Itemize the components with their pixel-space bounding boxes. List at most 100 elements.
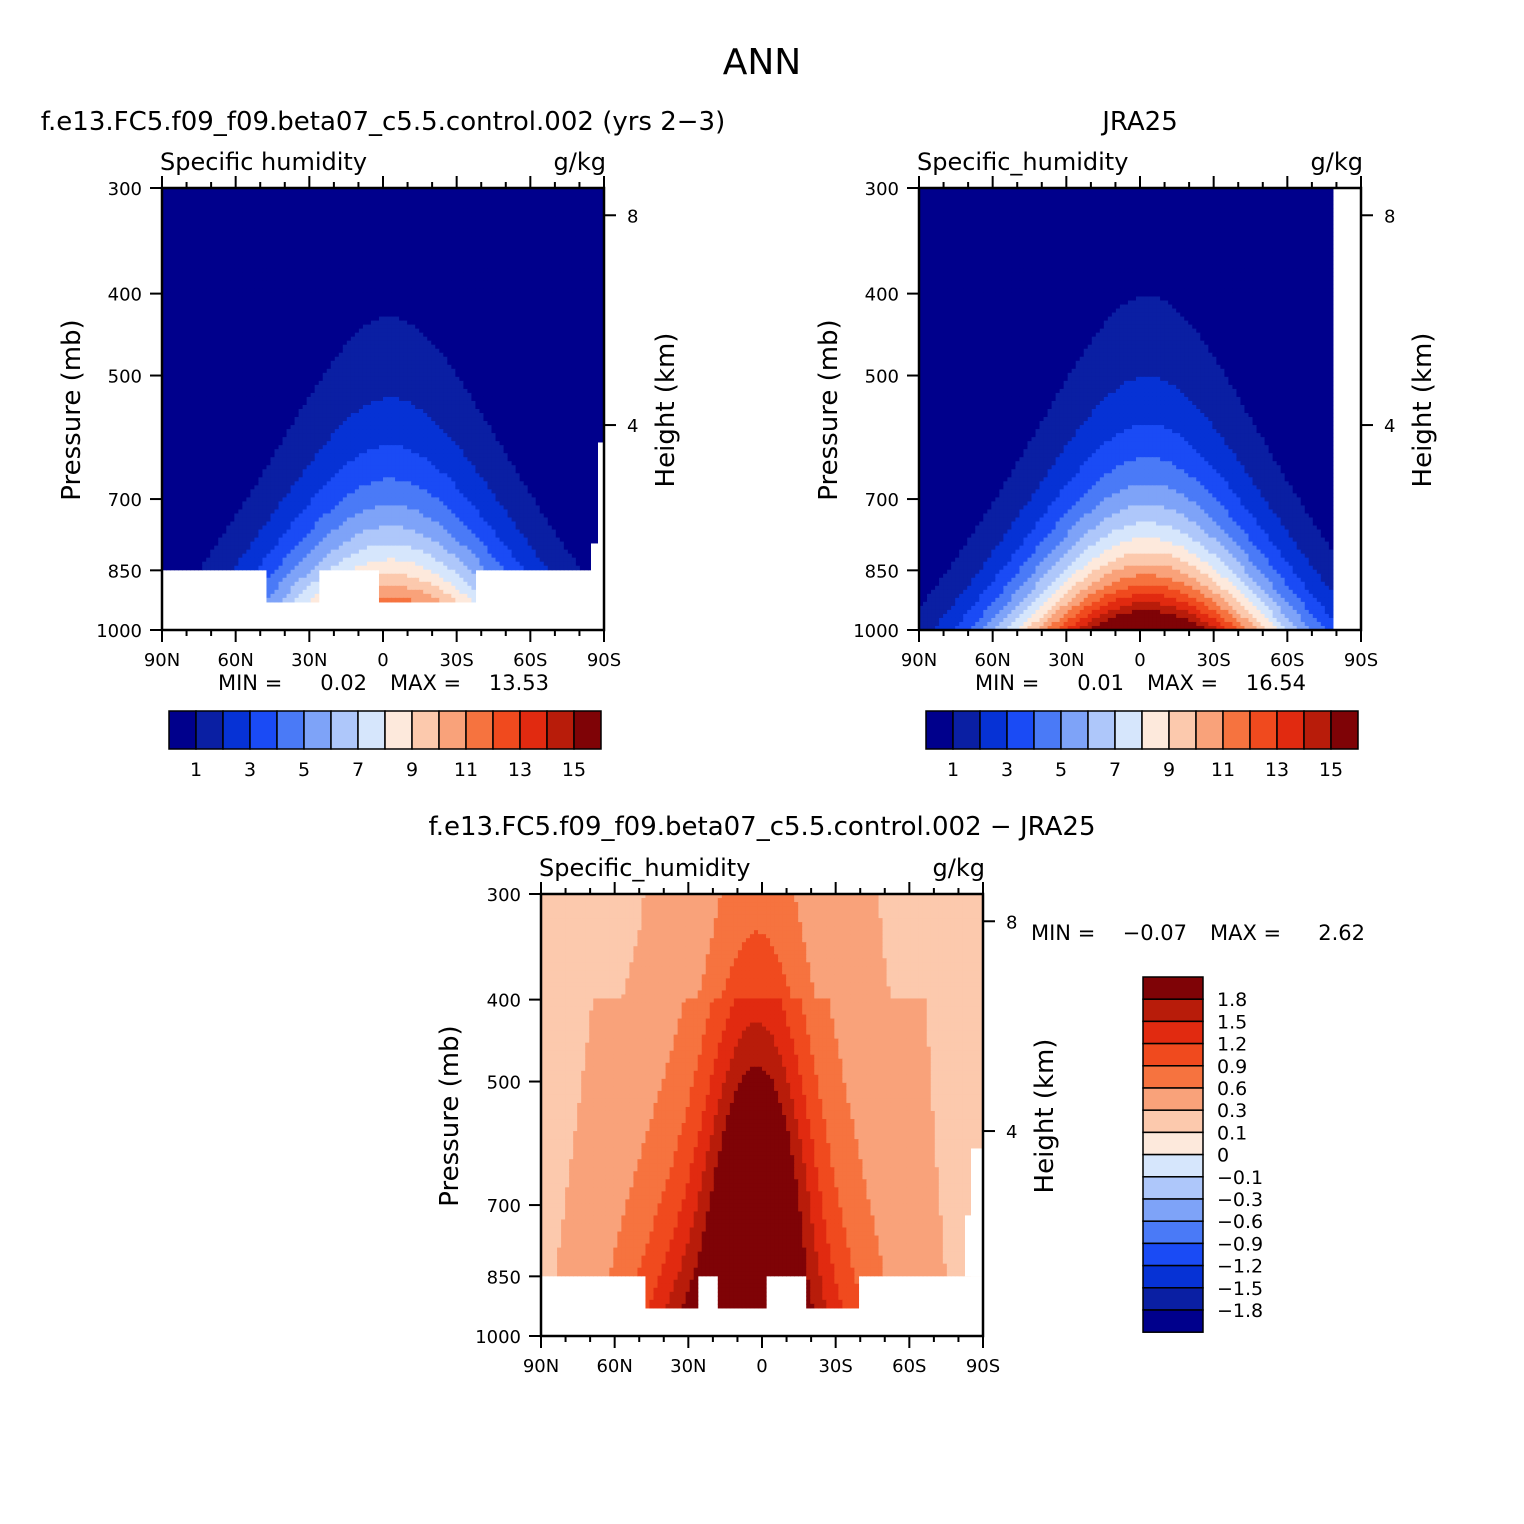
contour-cell xyxy=(540,357,545,362)
contour-cell xyxy=(367,232,372,237)
contour-cell xyxy=(178,284,183,289)
contour-cell xyxy=(291,248,296,253)
contour-cell xyxy=(266,321,271,326)
contour-cell xyxy=(335,236,340,241)
contour-cell xyxy=(206,296,211,301)
contour-cell xyxy=(347,252,352,257)
contour-cell xyxy=(363,325,368,330)
contour-cell xyxy=(351,272,356,277)
contour-cell xyxy=(588,337,593,342)
contour-cell xyxy=(455,268,460,273)
contour-cell xyxy=(528,349,533,354)
contour-cell xyxy=(250,309,255,314)
contour-cell xyxy=(491,244,496,249)
contour-cell xyxy=(331,369,336,374)
contour-cell xyxy=(508,292,513,297)
contour-cell xyxy=(508,309,513,314)
contour-cell xyxy=(335,212,340,217)
contour-cell xyxy=(500,341,505,346)
contour-cell xyxy=(528,216,533,221)
contour-cell xyxy=(423,345,428,350)
contour-cell xyxy=(467,341,472,346)
contour-cell xyxy=(447,252,452,257)
contour-cell xyxy=(335,353,340,358)
contour-cell xyxy=(491,313,496,318)
contour-cell xyxy=(532,333,537,338)
contour-cell xyxy=(475,248,480,253)
contour-cell xyxy=(576,349,581,354)
contour-cell xyxy=(407,325,412,330)
contour-cell xyxy=(536,280,541,285)
contour-cell xyxy=(588,232,593,237)
contour-cell xyxy=(170,345,175,350)
contour-cell xyxy=(419,305,424,310)
contour-cell xyxy=(335,341,340,346)
contour-cell xyxy=(327,369,332,374)
contour-cell xyxy=(347,228,352,233)
contour-cell xyxy=(544,236,549,241)
contour-cell xyxy=(234,228,239,233)
contour-cell xyxy=(279,192,284,197)
contour-cell xyxy=(371,240,376,245)
contour-cell xyxy=(431,268,436,273)
contour-cell xyxy=(206,369,211,374)
contour-cell xyxy=(202,292,207,297)
contour-cell xyxy=(270,284,275,289)
contour-cell xyxy=(214,313,219,318)
contour-cell xyxy=(548,329,553,334)
contour-cell xyxy=(512,333,517,338)
contour-cell xyxy=(379,268,384,273)
contour-cell xyxy=(504,305,509,310)
contour-cell xyxy=(355,200,360,205)
contour-cell xyxy=(423,309,428,314)
contour-cell xyxy=(246,357,251,362)
contour-cell xyxy=(435,236,440,241)
contour-cell xyxy=(275,325,280,330)
contour-cell xyxy=(270,268,275,273)
contour-cell xyxy=(226,200,231,205)
contour-cell xyxy=(508,284,513,289)
contour-cell xyxy=(387,333,392,338)
contour-cell xyxy=(254,333,259,338)
contour-cell xyxy=(463,361,468,366)
contour-cell xyxy=(182,192,187,197)
contour-cell xyxy=(592,288,597,293)
contour-cell xyxy=(576,216,581,221)
contour-cell xyxy=(371,357,376,362)
contour-cell xyxy=(307,325,312,330)
contour-cell xyxy=(487,309,492,314)
contour-cell xyxy=(419,252,424,257)
contour-cell xyxy=(186,345,191,350)
contour-cell xyxy=(568,365,573,370)
contour-cell xyxy=(395,220,400,225)
contour-cell xyxy=(496,232,501,237)
contour-cell xyxy=(343,212,348,217)
contour-cell xyxy=(246,268,251,273)
contour-cell xyxy=(564,345,569,350)
contour-cell xyxy=(246,321,251,326)
contour-cell xyxy=(487,325,492,330)
contour-cell xyxy=(307,228,312,233)
contour-cell xyxy=(351,244,356,249)
contour-cell xyxy=(471,236,476,241)
contour-cell xyxy=(399,260,404,265)
contour-cell xyxy=(371,220,376,225)
contour-cell xyxy=(275,280,280,285)
contour-cell xyxy=(415,260,420,265)
contour-cell xyxy=(218,337,223,342)
contour-cell xyxy=(411,248,416,253)
contour-cell xyxy=(419,248,424,253)
contour-cell xyxy=(242,192,247,197)
contour-cell xyxy=(335,228,340,233)
contour-cell xyxy=(198,264,203,269)
contour-cell xyxy=(423,301,428,306)
contour-cell xyxy=(516,284,521,289)
contour-cell xyxy=(532,296,537,301)
contour-cell xyxy=(295,325,300,330)
contour-cell xyxy=(395,272,400,277)
contour-cell xyxy=(186,200,191,205)
contour-cell xyxy=(443,232,448,237)
contour-cell xyxy=(532,204,537,209)
contour-cell xyxy=(287,256,292,261)
contour-cell xyxy=(327,329,332,334)
